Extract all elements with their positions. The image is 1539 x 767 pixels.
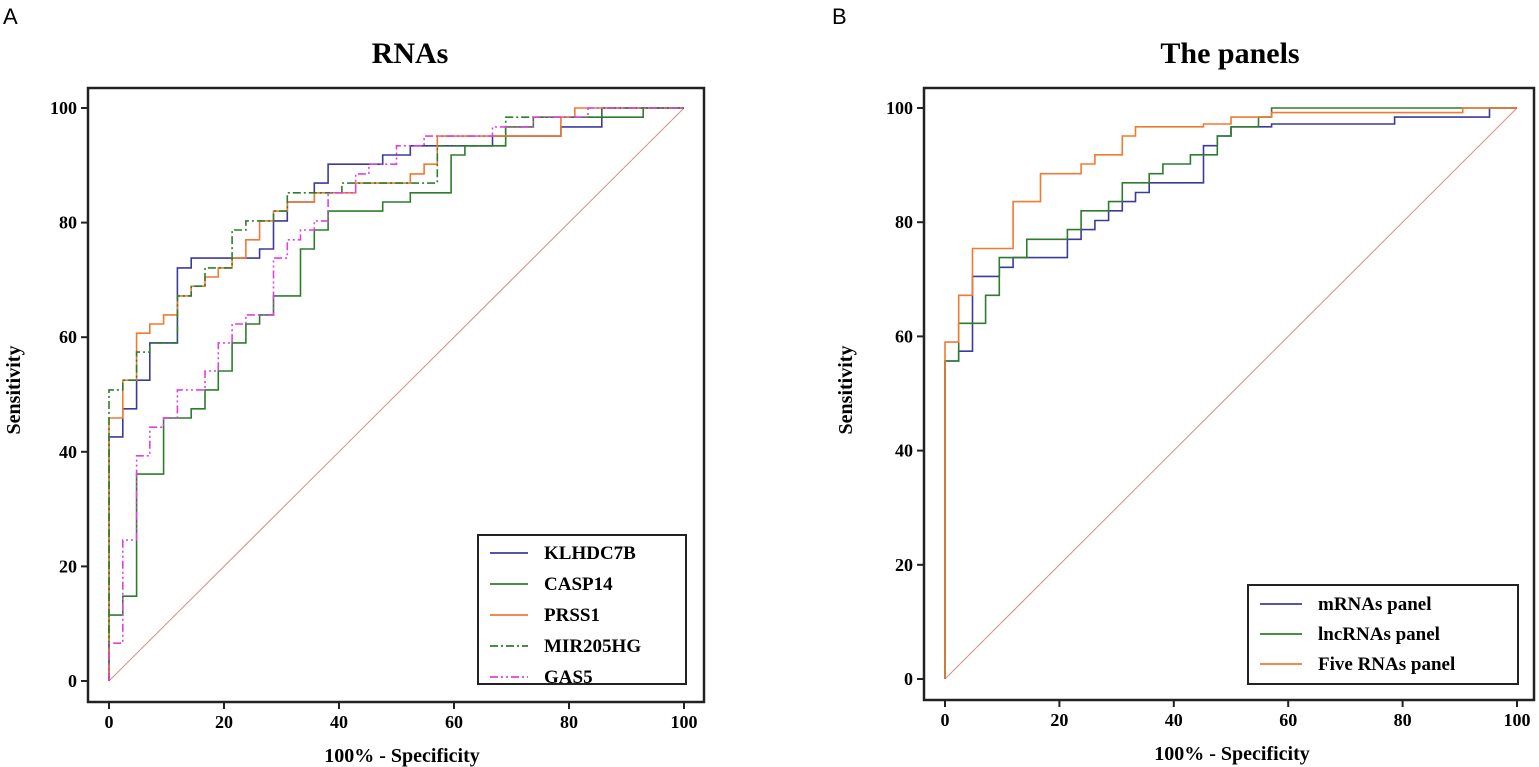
legend-label: CASP14 [544, 574, 613, 595]
panel-a-plot-frame [86, 86, 706, 704]
panel-a-series-group [108, 107, 684, 681]
roc-curve-mir205hg [108, 107, 684, 681]
panel-a-xticks: 0 20 40 60 80 100 [105, 702, 698, 732]
panel-a-legend-box [477, 534, 687, 685]
y-tick-label: 80 [895, 212, 913, 232]
roc-curve-gas5 [108, 107, 684, 681]
x-tick-label: 80 [1394, 710, 1412, 730]
panel-a-letter: A [3, 4, 18, 29]
x-tick-label: 40 [1165, 710, 1183, 730]
roc-curve-lncrnas-panel [944, 107, 1517, 679]
x-tick-label: 100 [671, 712, 698, 732]
legend-label: Five RNAs panel [1318, 654, 1455, 675]
legend-label: GAS5 [544, 667, 593, 688]
legend-label: MIR205HG [544, 636, 641, 657]
panel-a-legend: KLHDC7B CASP14 PRSS1 MIR205HG GAS5 [477, 534, 687, 688]
panel-b-yticks: 0 20 40 60 80 100 [886, 98, 924, 689]
panel-b-reference-line [944, 107, 1518, 680]
panel-a-reference-line [108, 107, 685, 682]
x-tick-label: 0 [105, 712, 114, 732]
legend-label: PRSS1 [544, 605, 600, 626]
x-tick-label: 0 [941, 710, 950, 730]
y-tick-label: 0 [68, 671, 77, 691]
x-tick-label: 20 [215, 712, 233, 732]
x-tick-label: 100 [1504, 710, 1531, 730]
panel-a-yticks: 0 20 40 60 80 100 [50, 98, 88, 691]
roc-curve-klhdc7b [108, 107, 684, 681]
legend-label: KLHDC7B [544, 543, 636, 564]
legend-label: lncRNAs panel [1318, 624, 1440, 645]
panel-b-title: The panels [1160, 37, 1299, 70]
y-tick-label: 40 [59, 442, 77, 462]
panel-b-letter: B [832, 4, 847, 29]
y-tick-label: 0 [904, 669, 913, 689]
panel-b-xticks: 0 20 40 60 80 100 [941, 700, 1531, 730]
panel-b-xlabel: 100% - Specificity [1154, 743, 1310, 765]
y-tick-label: 100 [50, 98, 77, 118]
panel-b-ylabel: Sensitivity [835, 346, 857, 435]
panel-b-plot-frame [922, 86, 1536, 702]
roc-curve-prss1 [108, 107, 684, 681]
y-tick-label: 100 [886, 98, 913, 118]
roc-curve-five-rnas-panel [944, 107, 1517, 679]
y-tick-label: 60 [59, 327, 77, 347]
x-tick-label: 40 [330, 712, 348, 732]
panel-b-legend: mRNAs panel lncRNAs panel Five RNAs panel [1247, 584, 1519, 685]
y-tick-label: 60 [895, 326, 913, 346]
panel-a-xlabel: 100% - Specificity [324, 745, 480, 767]
panel-a: A RNAs Sensitivity 100% - Specificity 0 2… [3, 4, 706, 767]
y-tick-label: 20 [59, 556, 77, 576]
y-tick-label: 80 [59, 213, 77, 233]
legend-label: mRNAs panel [1318, 594, 1431, 615]
panel-a-ylabel: Sensitivity [3, 346, 25, 435]
x-tick-label: 60 [445, 712, 463, 732]
panel-a-title: RNAs [372, 37, 449, 70]
x-tick-label: 60 [1279, 710, 1297, 730]
panel-b: B The panels Sensitivity 100% - Specific… [832, 4, 1536, 765]
x-tick-label: 80 [560, 712, 578, 732]
y-tick-label: 20 [895, 555, 913, 575]
x-tick-label: 20 [1050, 710, 1068, 730]
y-tick-label: 40 [895, 441, 913, 461]
panel-b-series-group [944, 107, 1517, 679]
